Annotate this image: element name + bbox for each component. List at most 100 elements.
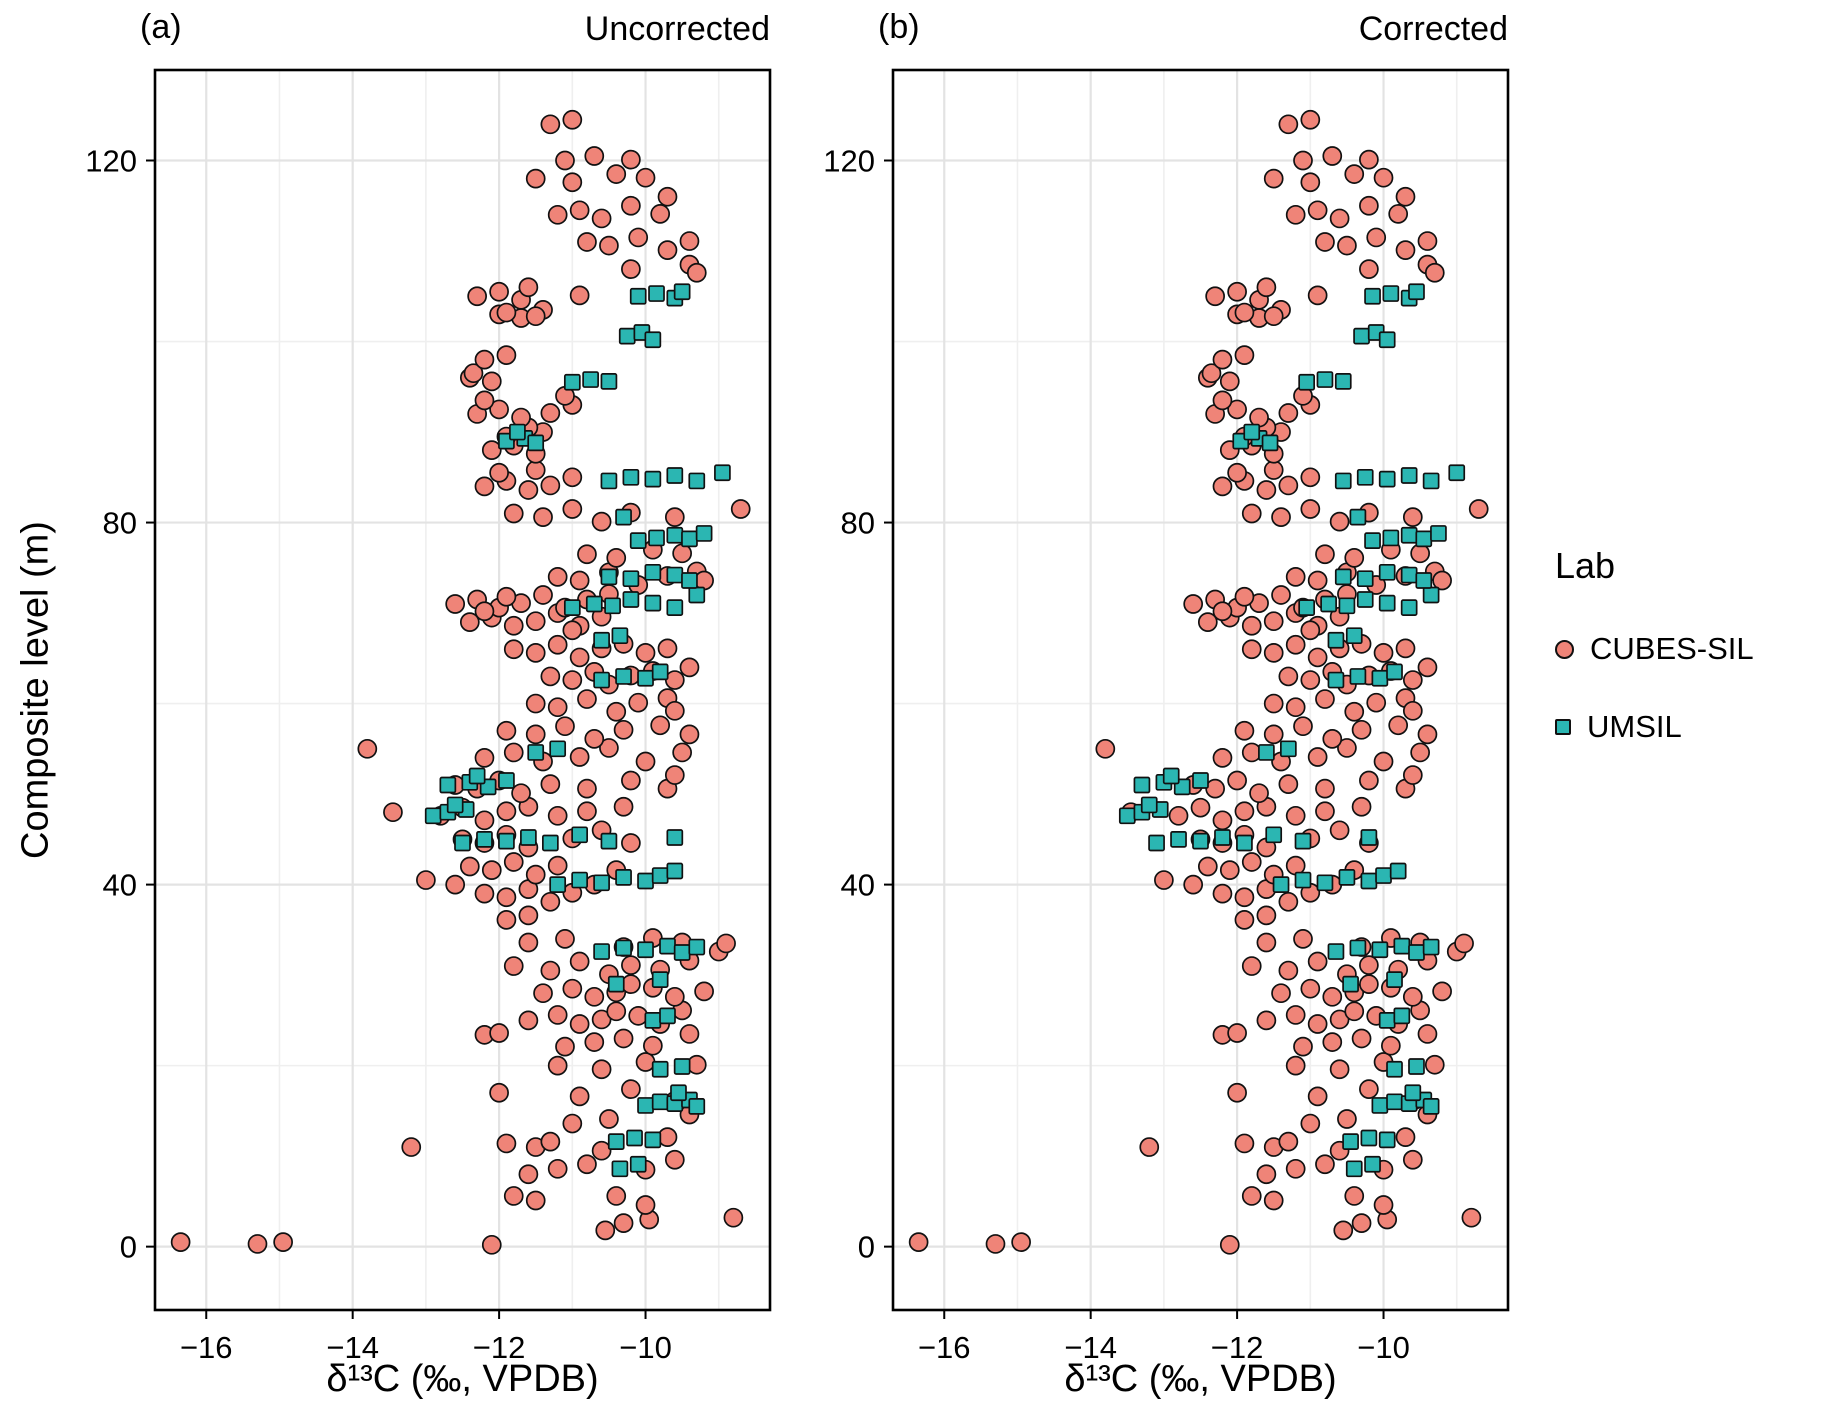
data-point-cubes-sil xyxy=(547,697,568,718)
data-point-cubes-sil xyxy=(1011,1232,1031,1252)
data-point-cubes-sil xyxy=(621,259,641,279)
data-point-cubes-sil xyxy=(1461,1207,1482,1228)
data-point-cubes-sil xyxy=(1190,797,1211,818)
legend-label-cubes-sil: CUBES-SIL xyxy=(1590,631,1754,666)
data-point-cubes-sil xyxy=(170,1232,191,1252)
data-point-umsil xyxy=(1371,941,1389,959)
data-point-cubes-sil xyxy=(1234,1133,1255,1154)
data-point-cubes-sil xyxy=(1333,1220,1354,1241)
data-point-cubes-sil xyxy=(503,639,524,660)
data-point-cubes-sil xyxy=(496,801,517,822)
data-point-cubes-sil xyxy=(1183,594,1204,614)
data-point-umsil xyxy=(1430,525,1447,542)
data-point-cubes-sil xyxy=(474,883,495,904)
data-point-cubes-sil xyxy=(474,349,495,370)
data-point-umsil xyxy=(1170,830,1187,848)
data-point-cubes-sil xyxy=(569,747,590,767)
y-tick-label: 80 xyxy=(103,506,137,541)
data-point-umsil xyxy=(1327,631,1345,649)
data-point-cubes-sil xyxy=(621,833,641,853)
data-point-umsil xyxy=(1192,832,1209,850)
data-point-umsil xyxy=(666,862,684,880)
data-point-umsil xyxy=(600,832,618,850)
data-point-cubes-sil xyxy=(1395,638,1416,659)
data-point-cubes-sil xyxy=(547,805,568,826)
data-point-umsil xyxy=(1378,1012,1396,1029)
data-point-umsil xyxy=(611,627,629,645)
data-point-cubes-sil xyxy=(621,955,641,976)
data-point-cubes-sil xyxy=(1285,634,1306,655)
data-point-cubes-sil xyxy=(1395,240,1416,260)
data-point-cubes-sil xyxy=(1278,774,1299,794)
data-point-cubes-sil xyxy=(1373,167,1394,188)
data-point-umsil xyxy=(1386,1060,1403,1078)
data-point-cubes-sil xyxy=(1271,507,1291,527)
data-point-cubes-sil xyxy=(569,285,590,306)
data-point-cubes-sil xyxy=(474,390,495,411)
data-point-cubes-sil xyxy=(664,986,685,1007)
data-point-cubes-sil xyxy=(569,1086,590,1107)
data-point-umsil xyxy=(509,423,526,441)
data-point-cubes-sil xyxy=(1410,742,1430,763)
data-point-cubes-sil xyxy=(1285,1005,1306,1025)
data-point-cubes-sil xyxy=(1241,615,1262,636)
data-point-umsil xyxy=(1148,834,1165,852)
data-point-cubes-sil xyxy=(1468,499,1489,519)
data-point-umsil xyxy=(582,371,599,388)
data-point-cubes-sil xyxy=(540,475,561,496)
data-point-umsil xyxy=(666,829,684,846)
data-point-cubes-sil xyxy=(496,720,517,741)
data-point-cubes-sil xyxy=(525,460,546,480)
data-point-cubes-sil xyxy=(1373,751,1394,772)
data-point-cubes-sil xyxy=(621,149,641,170)
data-point-umsil xyxy=(1342,1133,1359,1150)
data-point-umsil xyxy=(1371,669,1389,687)
plot-background xyxy=(893,70,1508,1310)
data-point-umsil xyxy=(439,776,457,794)
data-point-cubes-sil xyxy=(1293,929,1313,949)
data-point-cubes-sil xyxy=(547,634,568,655)
data-point-cubes-sil xyxy=(635,751,656,772)
data-point-cubes-sil xyxy=(1307,200,1328,221)
data-point-cubes-sil xyxy=(525,864,546,885)
data-point-cubes-sil xyxy=(1227,281,1247,302)
data-point-cubes-sil xyxy=(547,1158,568,1179)
data-point-cubes-sil xyxy=(1359,195,1379,216)
data-point-cubes-sil xyxy=(584,146,605,166)
scatter-plot-corrected: −16 −14 −12 −10 0 40 80 120 xyxy=(823,68,1510,1365)
x-tick-label: −12 xyxy=(1211,1330,1264,1365)
data-point-cubes-sil xyxy=(562,467,583,488)
data-point-umsil xyxy=(688,472,706,490)
data-point-cubes-sil xyxy=(1285,567,1306,587)
data-point-umsil xyxy=(1243,423,1261,441)
data-point-cubes-sil xyxy=(1315,232,1335,252)
data-point-cubes-sil xyxy=(247,1234,268,1254)
data-point-cubes-sil xyxy=(694,981,714,1002)
data-point-cubes-sil xyxy=(1095,738,1116,759)
data-point-umsil xyxy=(527,434,545,452)
data-point-umsil xyxy=(1400,566,1418,584)
data-point-cubes-sil xyxy=(606,1001,627,1022)
data-point-umsil xyxy=(1345,627,1363,645)
data-point-umsil xyxy=(1356,570,1374,588)
data-point-cubes-sil xyxy=(562,978,583,999)
data-point-umsil xyxy=(1400,599,1418,616)
data-point-umsil xyxy=(1118,807,1136,825)
data-point-cubes-sil xyxy=(1329,820,1350,841)
data-point-umsil xyxy=(549,740,567,758)
data-point-umsil xyxy=(1236,834,1253,852)
data-point-cubes-sil xyxy=(1359,149,1379,170)
data-point-umsil xyxy=(1448,464,1466,482)
data-point-umsil xyxy=(476,830,493,848)
data-point-cubes-sil xyxy=(1417,724,1438,745)
data-point-umsil xyxy=(1272,876,1290,893)
data-point-umsil xyxy=(1162,767,1180,785)
data-point-umsil xyxy=(1408,944,1425,961)
data-point-umsil xyxy=(1334,373,1352,390)
data-point-cubes-sil xyxy=(474,601,495,622)
data-point-umsil xyxy=(615,869,632,886)
data-point-cubes-sil xyxy=(1256,905,1277,926)
data-point-cubes-sil xyxy=(1278,960,1299,981)
data-point-cubes-sil xyxy=(569,951,590,972)
data-point-cubes-sil xyxy=(1212,349,1233,370)
